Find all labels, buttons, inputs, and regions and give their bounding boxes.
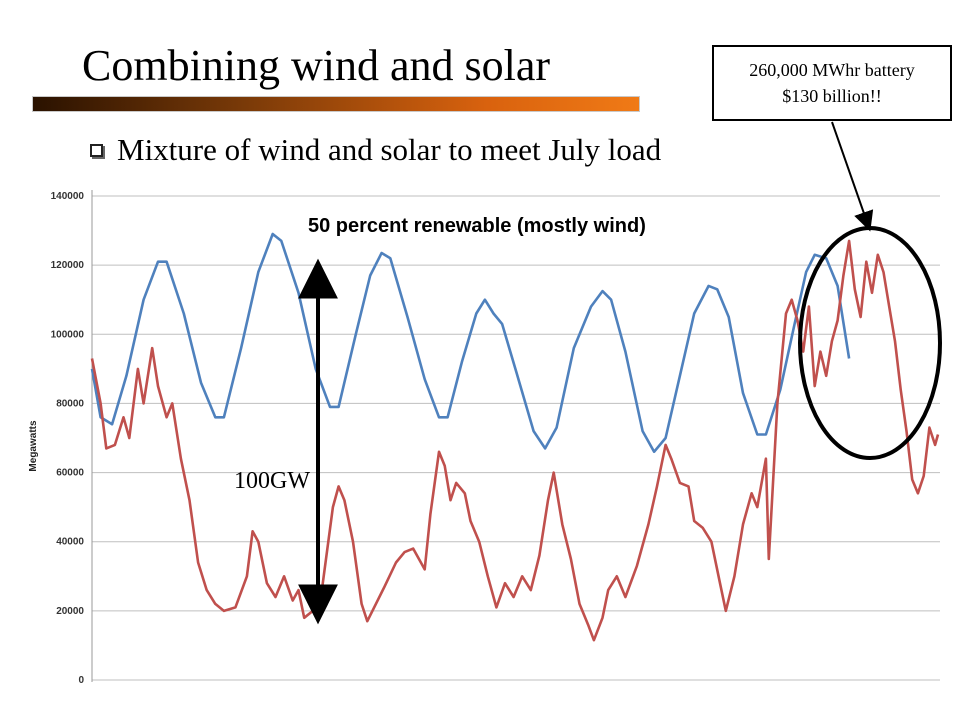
- y-tick-label: 100000: [51, 329, 85, 340]
- y-axis-label: Megawatts: [28, 420, 39, 472]
- y-tick-label: 60000: [56, 468, 84, 479]
- y-tick-label: 20000: [56, 606, 84, 617]
- y-tick-label: 140000: [51, 191, 85, 202]
- chart-series: [92, 234, 938, 640]
- y-tick-label: 80000: [56, 398, 84, 409]
- y-tick-label: 40000: [56, 537, 84, 548]
- callout-pointer-arrow: [832, 122, 867, 222]
- highlight-ellipse: [800, 228, 940, 458]
- y-axis-ticks: 0 20000 40000 60000 80000 100000 120000 140000: [51, 191, 85, 686]
- line-chart: 020000400006000080000100000120000140000 …: [0, 0, 960, 720]
- y-tick-label: 0: [78, 675, 84, 686]
- series-line-red: [92, 241, 938, 640]
- y-tick-label: 120000: [51, 260, 85, 271]
- gap-label: 100GW: [234, 468, 310, 494]
- series-line-blue: [92, 234, 849, 452]
- chart-title: 50 percent renewable (mostly wind): [308, 215, 646, 237]
